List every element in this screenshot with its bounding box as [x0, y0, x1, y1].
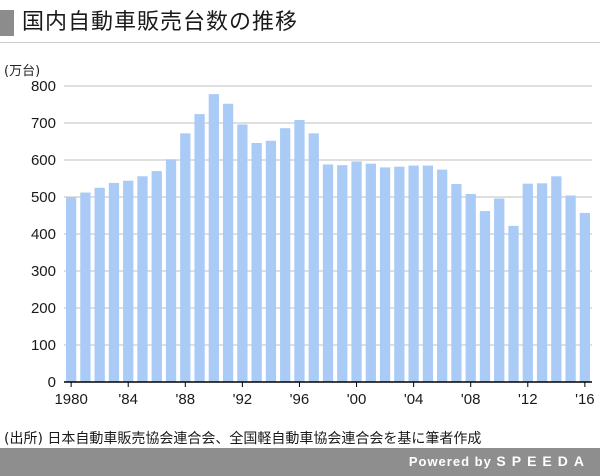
- bar-2012: [522, 183, 533, 382]
- y-tick-label-500: 500: [31, 189, 56, 206]
- bar-2016: [579, 212, 590, 382]
- bar-2009: [479, 211, 491, 382]
- x-tick-label-0: 1980: [54, 391, 87, 408]
- y-tick-label-100: 100: [31, 337, 56, 354]
- title-bar: 国内自動車販売台数の推移: [0, 6, 600, 40]
- y-tick-label-300: 300: [31, 263, 56, 280]
- bar-1984: [123, 180, 134, 382]
- powered-by-text: Powered by: [408, 454, 492, 469]
- bar-2003: [394, 166, 405, 382]
- bar-1997: [308, 133, 319, 382]
- x-tick-label-36: '16: [575, 391, 595, 408]
- bar-1996: [294, 120, 305, 382]
- bar-2014: [551, 176, 562, 382]
- bars: [66, 94, 590, 383]
- footer-credit: Powered by SPEEDA: [409, 453, 590, 469]
- bar-1983: [108, 182, 120, 382]
- bar-1981: [80, 192, 91, 382]
- bar-1982: [94, 187, 105, 382]
- x-tick-label-4: '84: [118, 391, 138, 408]
- y-tick-label-600: 600: [31, 152, 56, 169]
- y-tick-label-800: 800: [31, 78, 56, 95]
- source-note: (出所) 日本自動車販売協会連合会、全国軽自動車協会連合会を基に筆者作成: [4, 431, 482, 447]
- x-tick-label-32: '12: [518, 391, 538, 408]
- bar-2007: [451, 184, 462, 382]
- bar-1992: [237, 124, 248, 382]
- y-tick-label-400: 400: [31, 226, 56, 243]
- bar-2004: [408, 165, 419, 382]
- bar-1991: [222, 103, 234, 382]
- bar-1990: [208, 94, 219, 382]
- y-tick-label-700: 700: [31, 115, 56, 132]
- bar-1998: [322, 164, 334, 382]
- bar-1980: [66, 197, 77, 382]
- bar-2005: [422, 165, 434, 382]
- x-tick-label-16: '96: [290, 391, 310, 408]
- bar-2001: [365, 163, 376, 382]
- y-axis-ticks: 0 100 200 300 400 500 600 700 800: [31, 78, 56, 391]
- title-divider: [0, 42, 600, 43]
- x-tick-label-8: '88: [176, 391, 196, 408]
- bar-1986: [151, 171, 162, 382]
- bar-2008: [465, 194, 476, 382]
- bar-1988: [180, 133, 191, 382]
- bar-1994: [265, 140, 277, 382]
- bar-2011: [508, 225, 519, 382]
- footer-bar: Powered by SPEEDA: [0, 448, 600, 476]
- x-axis-ticks: 1980 '84 '88 '92 '96 '00 '04 '08 '12 '16: [54, 382, 595, 408]
- x-tick-label-20: '00: [347, 391, 367, 408]
- bar-1995: [280, 128, 291, 382]
- bar-1989: [194, 114, 205, 383]
- bar-2002: [379, 167, 391, 382]
- bar-2006: [437, 169, 448, 382]
- bar-1987: [165, 159, 177, 382]
- page-title: 国内自動車販売台数の推移: [22, 10, 299, 35]
- bar-1999: [337, 165, 348, 382]
- y-tick-label-0: 0: [48, 374, 56, 391]
- x-tick-label-12: '92: [233, 391, 253, 408]
- x-tick-label-28: '08: [461, 391, 481, 408]
- bar-1993: [251, 142, 262, 382]
- bar-2010: [494, 198, 505, 382]
- bar-1985: [137, 176, 148, 382]
- title-accent-bar: [0, 10, 14, 36]
- brand-logo-text: SPEEDA: [496, 453, 590, 469]
- y-tick-label-200: 200: [31, 300, 56, 317]
- bar-2000: [351, 161, 362, 382]
- y-axis-unit-label: (万台): [4, 64, 41, 79]
- bar-chart: 0 100 200 300 400 500 600 700 800 1980 '84 '88 '92 '…: [31, 78, 595, 408]
- bar-2015: [565, 195, 576, 382]
- x-tick-label-24: '04: [404, 391, 424, 408]
- bar-2013: [536, 183, 548, 382]
